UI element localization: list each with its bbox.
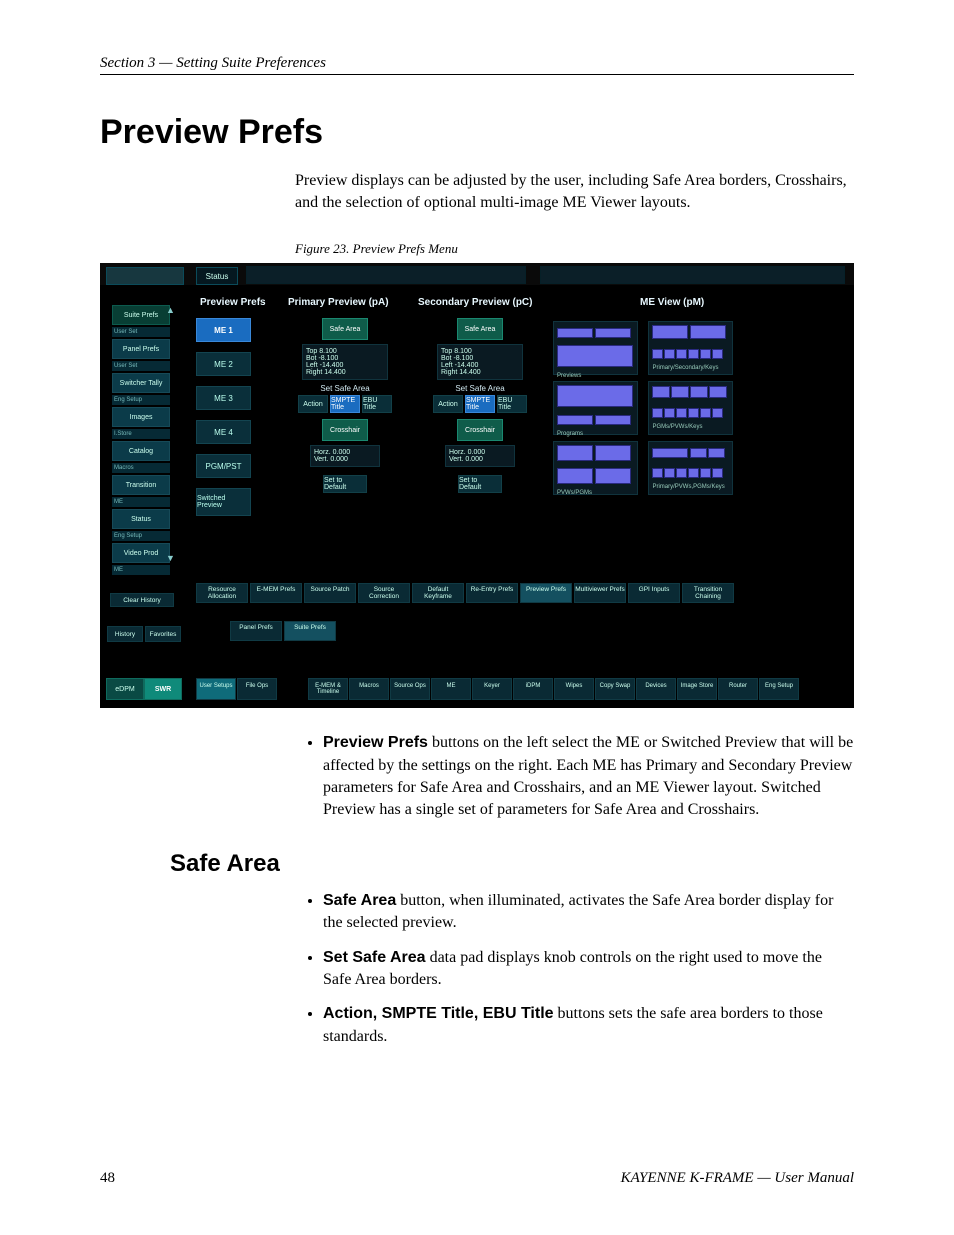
bot-file-ops[interactable]: File Ops	[237, 678, 277, 700]
set-default-button-secondary[interactable]: Set to Default	[458, 475, 502, 493]
crosshair-button-primary[interactable]: Crosshair	[322, 419, 368, 441]
tab-gpi[interactable]: GPI Inputs	[628, 583, 680, 603]
page-footer: 48 KAYENNE K-FRAME — User Manual	[100, 1170, 854, 1187]
figure-caption: Figure 23. Preview Prefs Menu	[295, 241, 854, 257]
bot-source-ops[interactable]: Source Ops	[390, 678, 430, 700]
scroll-up-icon[interactable]: ▲	[166, 305, 175, 315]
tab-source-patch[interactable]: Source Patch	[304, 583, 356, 603]
tab-resource-alloc[interactable]: Resource Allocation	[196, 583, 248, 603]
sidebar-item-video-prod[interactable]: Video Prod	[112, 543, 170, 563]
sidebar-item-suite-prefs[interactable]: Suite Prefs	[112, 305, 170, 325]
crosshair-button-secondary[interactable]: Crosshair	[457, 419, 503, 441]
col-hdr-meview: ME View (pM)	[640, 297, 704, 308]
swr-button[interactable]: SWR	[144, 678, 182, 700]
layout-programs[interactable]: Programs	[553, 381, 638, 435]
layout-pvws-pgms[interactable]: PVWs/PGMs	[553, 441, 638, 495]
bot-emem-tl[interactable]: E-MEM & Timeline	[308, 678, 348, 700]
me-button-2[interactable]: ME 2	[196, 352, 251, 376]
tab-emem-prefs[interactable]: E-MEM Prefs	[250, 583, 302, 603]
scroll-down-icon[interactable]: ▼	[166, 553, 175, 563]
bot-devices[interactable]: Devices	[636, 678, 676, 700]
screenshot-preview-prefs: Status Preview Prefs Primary Preview (pA…	[100, 263, 854, 708]
bot-me[interactable]: ME	[431, 678, 471, 700]
col-hdr-prefs: Preview Prefs	[200, 297, 266, 308]
sidebar-item-images[interactable]: Images	[112, 407, 170, 427]
primary-preview-col: Safe Area Top 8.100 Bot -8.100 Left -14.…	[285, 318, 405, 493]
me-button-3[interactable]: ME 3	[196, 386, 251, 410]
me-button-1[interactable]: ME 1	[196, 318, 251, 342]
smpte-button-secondary[interactable]: SMPTE Title	[465, 395, 495, 413]
tab-preview-prefs[interactable]: Preview Prefs	[520, 583, 572, 603]
action-button-primary[interactable]: Action	[298, 395, 328, 413]
set-safe-area-label-primary: Set Safe Area	[285, 384, 405, 393]
col-hdr-secondary: Secondary Preview (pC)	[418, 297, 532, 308]
layout-ppk[interactable]: PGMs/PVWs/Keys	[648, 381, 733, 435]
edpm-button[interactable]: eDPM	[106, 678, 144, 700]
bottom-menu-strip: User SetupsFile Ops E-MEM & TimelineMacro…	[196, 678, 848, 702]
sidebar-item-panel-prefs[interactable]: Panel Prefs	[112, 339, 170, 359]
safe-area-button-primary[interactable]: Safe Area	[322, 318, 368, 340]
tab-trans-chain[interactable]: Transition Chaining	[682, 583, 734, 603]
set-safe-area-label-secondary: Set Safe Area	[420, 384, 540, 393]
footer-text: KAYENNE K-FRAME — User Manual	[621, 1170, 854, 1187]
layout-ppk2[interactable]: Primary/PVWs,PGMs/Keys	[648, 441, 733, 495]
tab-row-2: Panel PrefsSuite Prefs	[230, 621, 848, 641]
bot-user-setups[interactable]: User Setups	[196, 678, 236, 700]
status-button[interactable]: Status	[196, 267, 238, 285]
bot-keyer[interactable]: Keyer	[472, 678, 512, 700]
crosshair-datapad-primary[interactable]: Horz. 0.000 Vert. 0.000	[310, 445, 380, 467]
clear-history-button[interactable]: Clear History	[110, 593, 174, 607]
bot-wipes[interactable]: Wipes	[554, 678, 594, 700]
smpte-button-primary[interactable]: SMPTE Title	[330, 395, 360, 413]
ebu-button-secondary[interactable]: EBU Title	[497, 395, 527, 413]
bot-router[interactable]: Router	[718, 678, 758, 700]
tab-source-corr[interactable]: Source Correction	[358, 583, 410, 603]
safe-area-datapad-secondary[interactable]: Top 8.100 Bot -8.100 Left -14.400 Right …	[437, 344, 523, 380]
page-title: Preview Prefs	[100, 113, 854, 152]
col-hdr-primary: Primary Preview (pA)	[288, 297, 389, 308]
tab-suite-prefs[interactable]: Suite Prefs	[284, 621, 336, 641]
history-tab[interactable]: History	[107, 626, 143, 642]
action-button-secondary[interactable]: Action	[433, 395, 463, 413]
bot-macros[interactable]: Macros	[349, 678, 389, 700]
layout-psk[interactable]: Primary/Secondary/Keys	[648, 321, 733, 375]
ebu-button-primary[interactable]: EBU Title	[362, 395, 392, 413]
safe-area-button-secondary[interactable]: Safe Area	[457, 318, 503, 340]
tab-default-kf[interactable]: Default Keyframe	[412, 583, 464, 603]
intro-paragraph: Preview displays can be adjusted by the …	[295, 170, 854, 213]
me-button-4[interactable]: ME 4	[196, 420, 251, 444]
page-number: 48	[100, 1170, 115, 1187]
tab-row-1: Resource AllocationE-MEM PrefsSource Pat…	[196, 583, 848, 603]
safe-area-datapad-primary[interactable]: Top 8.100 Bot -8.100 Left -14.400 Right …	[302, 344, 388, 380]
favorites-tab[interactable]: Favorites	[145, 626, 181, 642]
bot-idpm[interactable]: iDPM	[513, 678, 553, 700]
me-button-pgmpst[interactable]: PGM/PST	[196, 454, 251, 478]
bot-eng-setup[interactable]: Eng Setup	[759, 678, 799, 700]
sidebar-item-status[interactable]: Status	[112, 509, 170, 529]
crosshair-datapad-secondary[interactable]: Horz. 0.000 Vert. 0.000	[445, 445, 515, 467]
layout-previews[interactable]: Previews	[553, 321, 638, 375]
sidebar: Suite Prefs User Set Panel Prefs User Se…	[106, 303, 176, 577]
bot-image-store[interactable]: Image Store	[677, 678, 717, 700]
safe-area-heading: Safe Area	[170, 850, 854, 878]
me-button-switched-preview[interactable]: Switched Preview	[196, 488, 251, 516]
body-paragraph-2: Safe Area button, when illuminated, acti…	[295, 890, 854, 1048]
secondary-preview-col: Safe Area Top 8.100 Bot -8.100 Left -14.…	[420, 318, 540, 493]
sidebar-item-switcher-tally[interactable]: Switcher Tally	[112, 373, 170, 393]
tab-multiviewer[interactable]: Multiviewer Prefs	[574, 583, 626, 603]
tab-reentry[interactable]: Re-Entry Prefs	[466, 583, 518, 603]
set-default-button-primary[interactable]: Set to Default	[323, 475, 367, 493]
body-paragraph-1: Preview Prefs buttons on the left select…	[295, 732, 854, 822]
me-list: ME 1 ME 2 ME 3 ME 4 PGM/PST Switched Pre…	[196, 318, 261, 526]
sidebar-item-transition[interactable]: Transition	[112, 475, 170, 495]
tab-panel-prefs[interactable]: Panel Prefs	[230, 621, 282, 641]
section-header: Section 3 — Setting Suite Preferences	[100, 55, 854, 75]
bot-copy-swap[interactable]: Copy Swap	[595, 678, 635, 700]
me-view-layouts: Previews Primary/Secondary/Keys Programs	[550, 318, 840, 498]
sidebar-item-catalog[interactable]: Catalog	[112, 441, 170, 461]
